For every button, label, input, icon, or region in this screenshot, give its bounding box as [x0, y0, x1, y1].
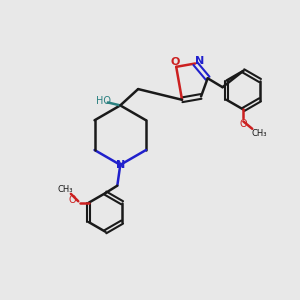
Text: CH₃: CH₃	[57, 185, 73, 194]
Text: O: O	[170, 57, 179, 68]
Text: CH₃: CH₃	[252, 129, 267, 138]
Text: O: O	[68, 195, 76, 205]
Text: O: O	[239, 119, 247, 129]
Text: N: N	[116, 160, 125, 170]
Text: HO: HO	[96, 96, 111, 106]
Text: N: N	[195, 56, 204, 65]
